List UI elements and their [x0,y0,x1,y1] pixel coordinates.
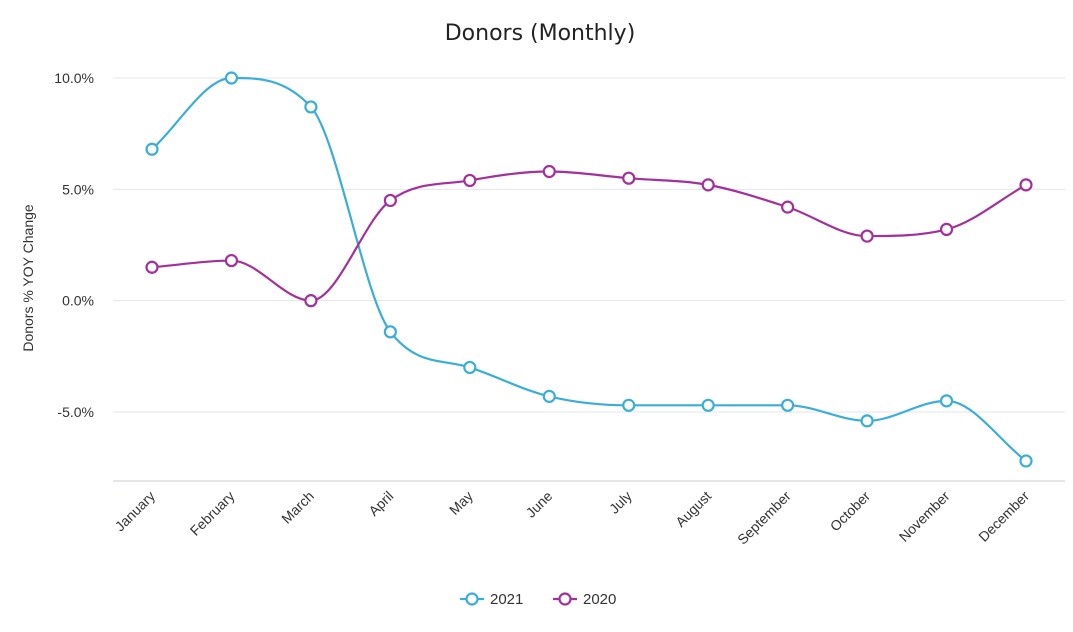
data-point[interactable] [463,360,477,375]
legend-item-2020[interactable]: 2020 [553,591,616,608]
series-lines [145,71,1033,468]
x-tick-label: July [606,488,635,517]
y-tick-label: 10.0% [54,70,94,86]
data-point[interactable] [701,178,715,192]
data-point[interactable] [1019,178,1033,192]
x-tick-label: May [446,488,476,518]
legend[interactable]: 2021 2020 [460,591,616,608]
legend-marker-swatch [558,592,572,606]
data-point[interactable] [304,100,318,114]
data-point[interactable] [781,398,795,412]
x-axis-ticks: January February March April May June July Augu… [112,488,1033,548]
data-point[interactable] [939,394,954,408]
x-tick-label: January [112,488,159,535]
data-point[interactable] [145,260,159,274]
data-point[interactable] [383,193,397,208]
series-line-2021 [151,76,1027,462]
data-point[interactable] [224,71,239,85]
data-point[interactable] [383,325,397,339]
x-tick-label: August [672,488,714,530]
data-point[interactable] [860,414,874,428]
x-tick-label: February [187,488,238,539]
y-axis-ticks: 10.0% 5.0% 0.0% -5.0% [54,70,94,420]
data-point[interactable] [542,389,556,403]
y-axis-label: Donors % YOY Change [20,204,36,352]
gridlines [113,77,1065,482]
data-point[interactable] [622,171,636,185]
data-point[interactable] [622,398,636,412]
x-tick-label: September [734,488,794,548]
y-tick-label: 0.0% [62,293,94,309]
data-point[interactable] [542,164,556,179]
x-tick-label: December [975,488,1032,545]
data-point[interactable] [860,229,874,243]
data-point[interactable] [463,173,477,188]
x-tick-label: June [523,488,556,521]
data-point[interactable] [781,200,795,214]
data-point[interactable] [304,294,318,308]
data-point[interactable] [145,142,159,156]
series-line-2020 [151,170,1027,302]
chart-title: Donors (Monthly) [445,21,636,46]
data-point[interactable] [224,253,239,268]
data-point[interactable] [701,398,715,412]
legend-label: 2021 [490,591,523,608]
series-2020 [145,164,1033,308]
data-point[interactable] [1019,454,1033,468]
legend-marker-swatch [465,592,479,606]
x-tick-label: April [365,488,396,519]
y-tick-label: -5.0% [57,404,94,420]
y-tick-label: 5.0% [62,181,94,197]
x-tick-label: October [827,488,874,535]
legend-label: 2020 [583,591,616,608]
x-tick-label: March [278,488,317,527]
x-tick-label: November [896,488,953,545]
data-point[interactable] [939,222,954,237]
series-2021 [145,71,1033,468]
legend-item-2021[interactable]: 2021 [460,591,523,608]
